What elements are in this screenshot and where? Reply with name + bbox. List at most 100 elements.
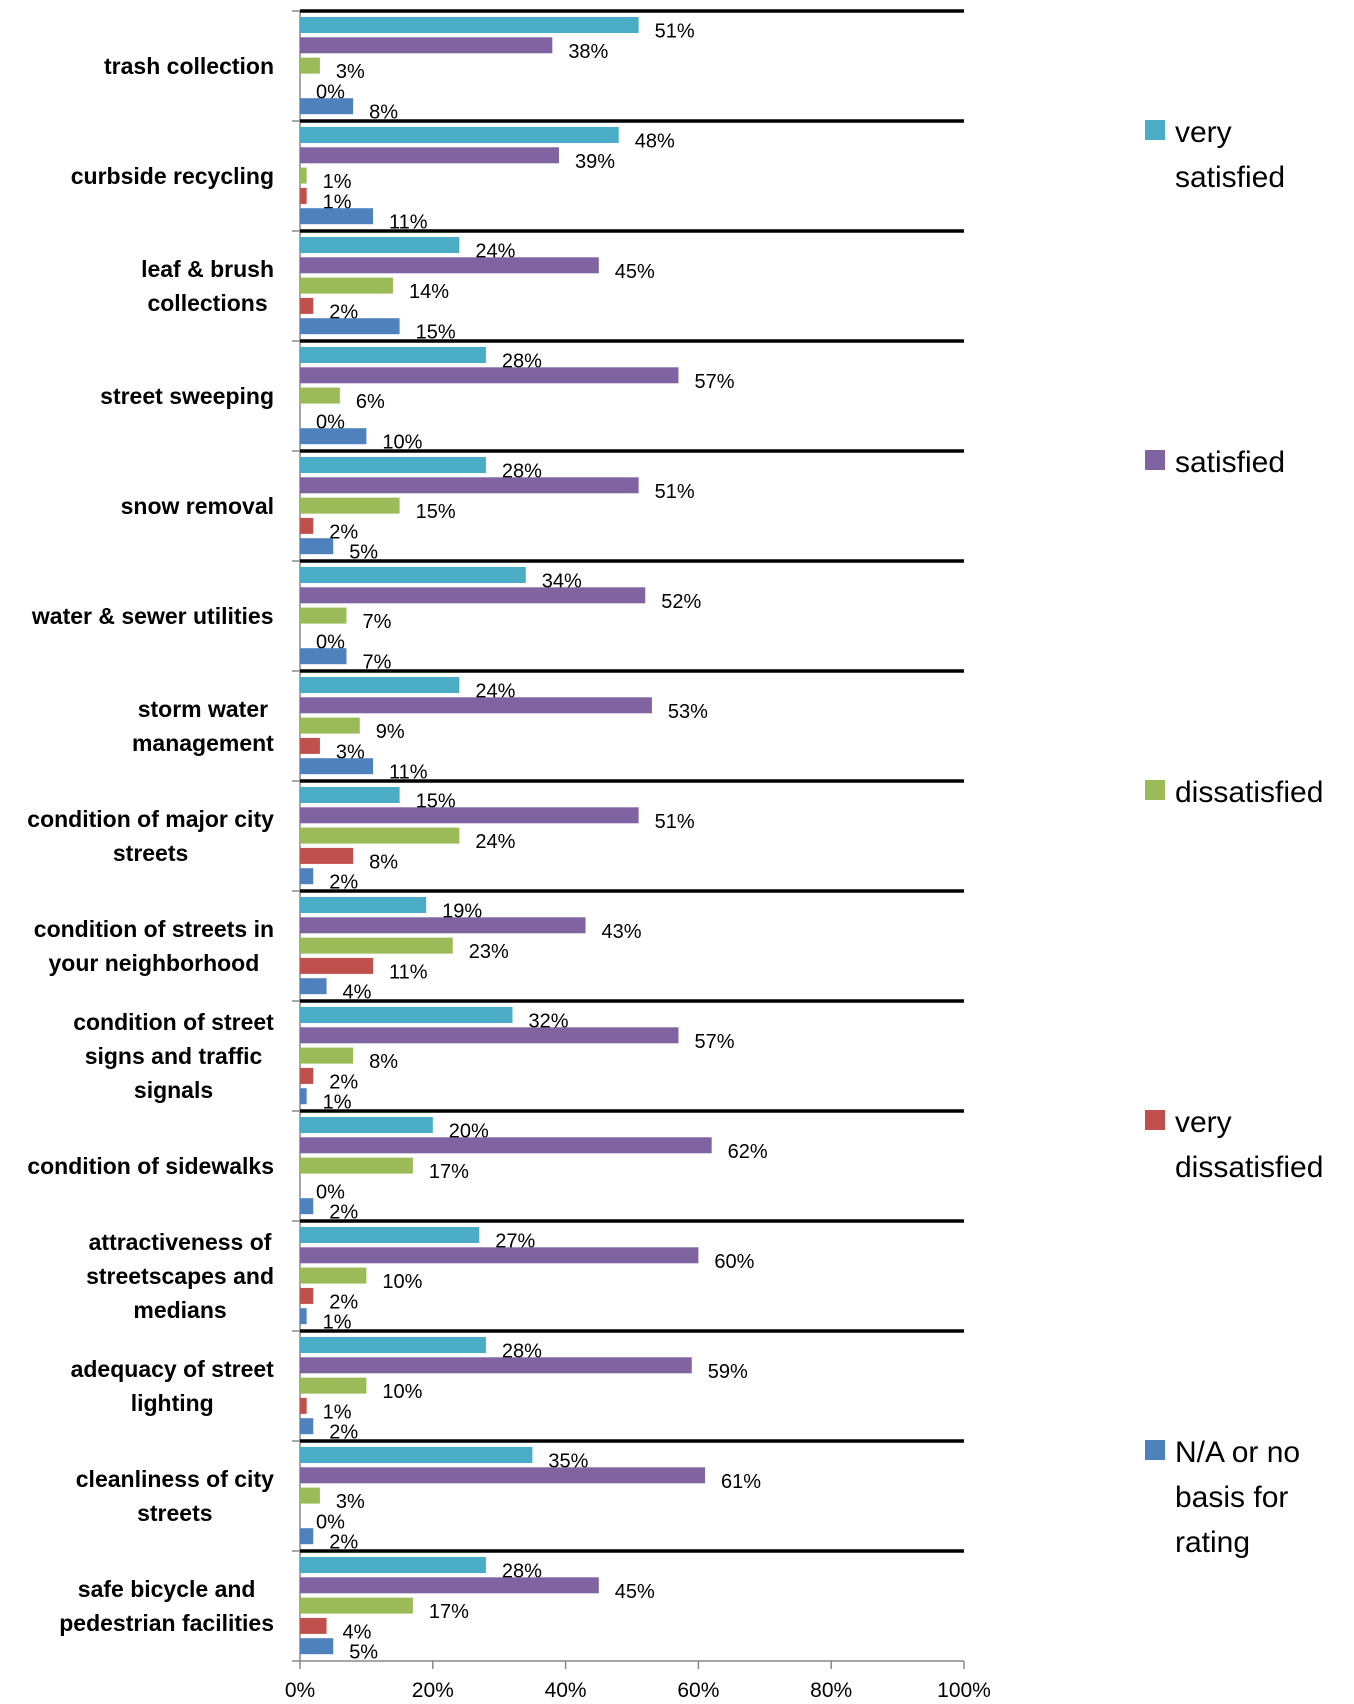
bar-satisfied-adequacy-of-street-lighting	[300, 1357, 692, 1374]
value-label-n-a-or-no-basis-for-rating-safe-bicycle-and-pedestrian-facilities: 5%	[349, 1642, 378, 1664]
value-label-satisfied-snow-removal: 51%	[655, 481, 695, 503]
bar-satisfied-street-sweeping	[300, 367, 679, 384]
bar-n-a-or-no-basis-for-rating-curbside-recycling	[300, 208, 374, 225]
value-label-very-satisfied-condition-of-major-city-streets: 15%	[416, 791, 456, 813]
bar-very-satisfied-snow-removal	[300, 457, 486, 473]
bar-very-dissatisfied-condition-of-street-signs-and-traffic-signals	[300, 1067, 314, 1084]
value-label-very-dissatisfied-storm-water-management: 3%	[336, 741, 365, 763]
value-label-satisfied-condition-of-street-signs-and-traffic-signals: 57%	[694, 1031, 734, 1053]
value-label-n-a-or-no-basis-for-rating-adequacy-of-street-lighting: 2%	[329, 1422, 358, 1444]
value-label-n-a-or-no-basis-for-rating-street-sweeping: 10%	[382, 432, 422, 454]
category-label-leaf-brush-collections: leaf & brush collections	[141, 256, 274, 316]
bar-n-a-or-no-basis-for-rating-leaf-brush-collections	[300, 318, 400, 335]
value-label-satisfied-condition-of-major-city-streets: 51%	[655, 811, 695, 833]
bar-n-a-or-no-basis-for-rating-adequacy-of-street-lighting	[300, 1418, 314, 1435]
category-label-adequacy-of-street-lighting: adequacy of street lighting	[71, 1356, 275, 1416]
value-label-n-a-or-no-basis-for-rating-storm-water-management: 11%	[389, 762, 428, 784]
value-label-n-a-or-no-basis-for-rating-cleanliness-of-city-streets: 2%	[329, 1532, 358, 1554]
bar-dissatisfied-street-sweeping	[300, 387, 340, 404]
value-label-very-satisfied-condition-of-street-signs-and-traffic-signals: 32%	[528, 1011, 568, 1033]
value-label-dissatisfied-condition-of-sidewalks: 17%	[429, 1161, 469, 1183]
value-label-very-satisfied-attractiveness-of-streetscapes-and-medians: 27%	[495, 1231, 535, 1253]
bar-very-satisfied-cleanliness-of-city-streets	[300, 1447, 533, 1463]
value-label-n-a-or-no-basis-for-rating-trash-collection: 8%	[369, 102, 398, 124]
x-tick-label: 20%	[412, 1679, 454, 1702]
bar-very-dissatisfied-snow-removal	[300, 517, 314, 534]
value-label-n-a-or-no-basis-for-rating-condition-of-street-signs-and-traffic-signals: 1%	[323, 1092, 352, 1114]
bar-satisfied-leaf-brush-collections	[300, 257, 599, 274]
bar-n-a-or-no-basis-for-rating-snow-removal	[300, 538, 334, 555]
value-label-very-dissatisfied-condition-of-major-city-streets: 8%	[369, 851, 398, 873]
x-tick-label: 100%	[937, 1679, 991, 1702]
bar-very-dissatisfied-leaf-brush-collections	[300, 297, 314, 314]
value-label-n-a-or-no-basis-for-rating-attractiveness-of-streetscapes-and-medians: 1%	[323, 1312, 352, 1334]
value-label-satisfied-leaf-brush-collections: 45%	[615, 261, 655, 283]
legend-swatch-very-dissatisfied	[1145, 1110, 1165, 1130]
value-label-dissatisfied-condition-of-major-city-streets: 24%	[475, 831, 515, 853]
category-label-attractiveness-of-streetscapes-and-medians: attractiveness of streetscapes and medians	[86, 1229, 274, 1323]
value-label-very-satisfied-snow-removal: 28%	[502, 461, 542, 483]
bar-very-satisfied-attractiveness-of-streetscapes-and-medians	[300, 1227, 480, 1243]
value-label-dissatisfied-adequacy-of-street-lighting: 10%	[382, 1381, 422, 1403]
legend-swatch-satisfied	[1145, 450, 1165, 470]
category-label-condition-of-sidewalks: condition of sidewalks	[27, 1153, 274, 1179]
bar-dissatisfied-snow-removal	[300, 497, 400, 514]
value-label-very-satisfied-safe-bicycle-and-pedestrian-facilities: 28%	[502, 1561, 542, 1583]
bar-dissatisfied-curbside-recycling	[300, 167, 307, 184]
legend-swatch-n-a-or-no-basis-for-rating	[1145, 1440, 1165, 1460]
bar-dissatisfied-cleanliness-of-city-streets	[300, 1487, 320, 1504]
bar-dissatisfied-condition-of-sidewalks	[300, 1157, 413, 1174]
bar-very-satisfied-safe-bicycle-and-pedestrian-facilities	[300, 1557, 486, 1573]
legend-label-very-satisfied: very satisfied	[1175, 116, 1285, 194]
legend-label-satisfied: satisfied	[1175, 446, 1285, 479]
bar-very-dissatisfied-condition-of-major-city-streets	[300, 847, 354, 864]
value-label-very-satisfied-condition-of-streets-in-your-neighborhood: 19%	[442, 901, 482, 923]
value-label-very-dissatisfied-trash-collection: 0%	[316, 81, 345, 103]
category-label-cleanliness-of-city-streets: cleanliness of city streets	[76, 1466, 274, 1526]
value-label-satisfied-condition-of-sidewalks: 62%	[728, 1141, 768, 1163]
category-label-safe-bicycle-and-pedestrian-facilities: safe bicycle and pedestrian facilities	[59, 1576, 274, 1636]
category-label-condition-of-street-signs-and-traffic-signals: condition of street signs and traffic sign…	[73, 1009, 274, 1103]
value-label-n-a-or-no-basis-for-rating-water-sewer-utilities: 7%	[362, 652, 391, 674]
bar-satisfied-snow-removal	[300, 477, 639, 494]
value-label-n-a-or-no-basis-for-rating-condition-of-streets-in-your-neighborhood: 4%	[343, 982, 372, 1004]
value-label-satisfied-trash-collection: 38%	[568, 41, 608, 63]
bar-very-satisfied-adequacy-of-street-lighting	[300, 1337, 486, 1353]
value-label-very-satisfied-leaf-brush-collections: 24%	[475, 241, 515, 263]
x-tick-label: 80%	[810, 1679, 852, 1702]
bar-n-a-or-no-basis-for-rating-trash-collection	[300, 98, 354, 115]
value-label-n-a-or-no-basis-for-rating-condition-of-sidewalks: 2%	[329, 1202, 358, 1224]
value-label-n-a-or-no-basis-for-rating-leaf-brush-collections: 15%	[416, 322, 456, 344]
legend-label-dissatisfied: dissatisfied	[1175, 776, 1323, 809]
value-label-very-dissatisfied-leaf-brush-collections: 2%	[329, 301, 358, 323]
bar-very-dissatisfied-curbside-recycling	[300, 187, 307, 204]
bar-very-satisfied-water-sewer-utilities	[300, 567, 526, 583]
bar-satisfied-safe-bicycle-and-pedestrian-facilities	[300, 1577, 599, 1594]
bar-dissatisfied-condition-of-major-city-streets	[300, 827, 460, 844]
bar-very-satisfied-street-sweeping	[300, 347, 486, 363]
bar-n-a-or-no-basis-for-rating-condition-of-sidewalks	[300, 1198, 314, 1215]
value-label-dissatisfied-curbside-recycling: 1%	[323, 171, 352, 193]
bar-n-a-or-no-basis-for-rating-attractiveness-of-streetscapes-and-medians	[300, 1308, 307, 1325]
category-label-condition-of-major-city-streets: condition of major city streets	[27, 806, 274, 866]
bar-satisfied-curbside-recycling	[300, 147, 559, 164]
bar-very-dissatisfied-storm-water-management	[300, 737, 320, 754]
bar-dissatisfied-attractiveness-of-streetscapes-and-medians	[300, 1267, 367, 1284]
bar-dissatisfied-trash-collection	[300, 57, 320, 74]
bar-very-dissatisfied-attractiveness-of-streetscapes-and-medians	[300, 1287, 314, 1304]
value-label-very-dissatisfied-attractiveness-of-streetscapes-and-medians: 2%	[329, 1291, 358, 1313]
bar-satisfied-condition-of-streets-in-your-neighborhood	[300, 917, 586, 934]
bar-satisfied-condition-of-sidewalks	[300, 1137, 712, 1154]
bar-n-a-or-no-basis-for-rating-safe-bicycle-and-pedestrian-facilities	[300, 1638, 334, 1655]
value-label-very-dissatisfied-cleanliness-of-city-streets: 0%	[316, 1511, 345, 1533]
category-label-street-sweeping: street sweeping	[100, 383, 274, 409]
bar-n-a-or-no-basis-for-rating-condition-of-major-city-streets	[300, 868, 314, 885]
value-label-dissatisfied-condition-of-street-signs-and-traffic-signals: 8%	[369, 1051, 398, 1073]
bar-dissatisfied-safe-bicycle-and-pedestrian-facilities	[300, 1597, 413, 1614]
category-label-water-sewer-utilities: water & sewer utilities	[31, 603, 274, 629]
value-label-very-dissatisfied-water-sewer-utilities: 0%	[316, 631, 345, 653]
x-tick-label: 60%	[677, 1679, 719, 1702]
category-label-trash-collection: trash collection	[104, 53, 274, 79]
bar-n-a-or-no-basis-for-rating-storm-water-management	[300, 758, 374, 775]
